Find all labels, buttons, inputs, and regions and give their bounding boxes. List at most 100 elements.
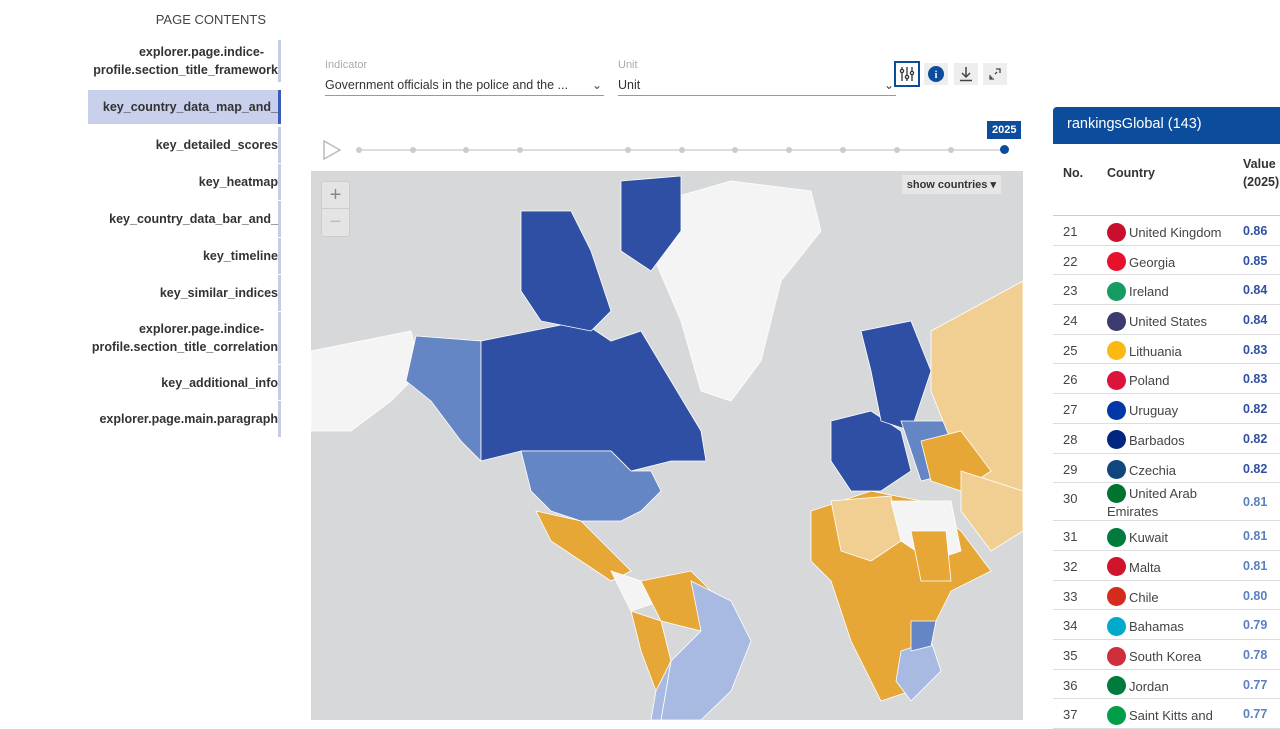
country-cell[interactable]: Jordan — [1107, 676, 1237, 696]
play-button[interactable] — [323, 139, 342, 165]
country-cell[interactable]: United Arab Emirates — [1107, 483, 1237, 521]
table-row[interactable]: 34 Bahamas 0.79 — [1053, 610, 1280, 640]
timeline-tick[interactable] — [948, 147, 954, 153]
expand-icon[interactable] — [983, 63, 1007, 85]
table-row[interactable]: 31 Kuwait 0.81 — [1053, 521, 1280, 551]
toc-item[interactable]: key_heatmap — [88, 164, 281, 200]
rank-number: 21 — [1063, 224, 1078, 239]
chevron-down-icon: ⌄ — [591, 78, 602, 92]
rank-number: 22 — [1063, 253, 1078, 269]
sliders-icon[interactable] — [894, 61, 920, 87]
country-cell[interactable]: Ireland — [1107, 281, 1237, 301]
rank-number: 30 — [1063, 491, 1078, 507]
table-row[interactable]: 26 Poland 0.83 — [1053, 364, 1280, 395]
show-countries-dropdown[interactable]: show countries ▾ — [901, 175, 1001, 194]
header-value-year: (2025) — [1243, 175, 1280, 189]
timeline-tick[interactable] — [517, 147, 523, 153]
rank-number: 29 — [1063, 461, 1078, 477]
country-cell[interactable]: Kuwait — [1107, 527, 1237, 547]
toc-item[interactable]: key_country_data_map_and_ — [88, 90, 281, 124]
country-cell[interactable]: Uruguay — [1107, 400, 1237, 420]
country-name: Uruguay — [1129, 403, 1179, 419]
country-name: United States — [1129, 314, 1208, 330]
rank-number: 24 — [1063, 313, 1078, 329]
table-row[interactable]: 23 Ireland 0.84 — [1053, 275, 1280, 306]
toc-item-label: key_similar_indices — [159, 286, 278, 300]
timeline-handle[interactable] — [1000, 145, 1009, 154]
world-map[interactable]: + − show countries ▾ — [311, 171, 1023, 720]
toc-item[interactable]: key_detailed_scores — [88, 127, 281, 163]
header-value[interactable]: Value — [1243, 157, 1276, 171]
timeline-tick[interactable] — [356, 147, 362, 153]
country-cell[interactable]: Saint Kitts and — [1107, 705, 1237, 725]
table-row[interactable]: 30 United Arab Emirates 0.81 — [1053, 483, 1280, 522]
flag-icon — [1107, 400, 1126, 420]
timeline-tick[interactable] — [410, 147, 416, 153]
country-name: Georgia — [1129, 254, 1176, 270]
timeline-tick[interactable] — [840, 147, 846, 153]
toc-item[interactable]: explorer.page.indice-profile.section_tit… — [88, 312, 281, 364]
header-country[interactable]: Country — [1107, 166, 1155, 180]
table-row[interactable]: 37 Saint Kitts and 0.77 — [1053, 699, 1280, 729]
svg-text:i: i — [935, 70, 938, 81]
table-row[interactable]: 28 Barbados 0.82 — [1053, 424, 1280, 454]
country-cell[interactable]: South Korea — [1107, 646, 1237, 666]
toc-item[interactable]: explorer.page.main.paragraph — [88, 401, 281, 437]
timeline-tick[interactable] — [732, 147, 738, 153]
header-no[interactable]: No. — [1063, 166, 1084, 180]
country-cell[interactable]: Bahamas — [1107, 616, 1237, 636]
zoom-in-button[interactable]: + — [322, 182, 349, 209]
value-cell: 0.81 — [1243, 495, 1268, 510]
country-cell[interactable]: Czechia — [1107, 460, 1237, 480]
zoom-out-button[interactable]: − — [329, 211, 342, 233]
country-name: Czechia — [1129, 462, 1176, 478]
country-cell[interactable]: Lithuania — [1107, 341, 1237, 361]
chevron-down-icon: ⌄ — [883, 78, 894, 92]
table-row[interactable]: 35 South Korea 0.78 — [1053, 640, 1280, 670]
country-cell[interactable]: Malta — [1107, 557, 1237, 577]
toc-item-label: key_country_data_map_and_ — [102, 100, 278, 114]
country-name: Lithuania — [1129, 343, 1182, 359]
toc-item-label: key_additional_info — [161, 375, 278, 390]
table-row[interactable]: 36 Jordan 0.77 — [1053, 670, 1280, 700]
table-row[interactable]: 27 Uruguay 0.82 — [1053, 394, 1280, 424]
toc-item[interactable]: key_timeline — [88, 238, 281, 274]
unit-select[interactable]: Unit ⌄ — [618, 76, 896, 96]
table-row[interactable]: 32 Malta 0.81 — [1053, 551, 1280, 581]
table-row[interactable]: 24 United States 0.84 — [1053, 305, 1280, 335]
toc-item-label: key_heatmap — [198, 175, 278, 189]
table-row[interactable]: 22 Georgia 0.85 — [1053, 246, 1280, 276]
timeline-tick[interactable] — [679, 147, 685, 153]
table-row[interactable]: 29 Czechia 0.82 — [1053, 454, 1280, 484]
value-cell: 0.83 — [1243, 372, 1268, 387]
value-cell: 0.77 — [1243, 707, 1268, 722]
indicator-select[interactable]: Government officials in the police and t… — [325, 76, 604, 96]
country-cell[interactable]: Chile — [1107, 587, 1237, 607]
toc-item[interactable]: key_additional_info — [88, 365, 281, 400]
country-cell[interactable]: United States — [1107, 311, 1237, 331]
country-cell[interactable]: United Kingdom — [1107, 222, 1237, 242]
timeline-tick[interactable] — [463, 147, 469, 153]
toc-item[interactable]: key_similar_indices — [88, 275, 281, 311]
flag-icon — [1107, 371, 1126, 390]
timeline-tick[interactable] — [625, 147, 631, 153]
toc-item-label: key_detailed_scores — [155, 138, 278, 152]
toc-item[interactable]: key_country_data_bar_and_ — [88, 201, 281, 237]
flag-icon — [1107, 587, 1126, 607]
table-row[interactable]: 33 Chile 0.80 — [1053, 581, 1280, 611]
info-icon[interactable]: i — [924, 63, 948, 85]
country-cell[interactable]: Poland — [1107, 371, 1237, 390]
flag-icon — [1107, 311, 1126, 331]
timeline-tick[interactable] — [894, 147, 900, 153]
table-row[interactable]: 25 Lithuania 0.83 — [1053, 335, 1280, 365]
toc-title: PAGE CONTENTS — [155, 12, 266, 27]
country-cell[interactable]: Georgia — [1107, 252, 1237, 272]
download-icon[interactable] — [954, 63, 978, 85]
toc-item[interactable]: explorer.page.indice-profile.section_tit… — [88, 40, 281, 82]
value-cell: 0.84 — [1243, 313, 1268, 328]
table-row[interactable]: 21 United Kingdom 0.86 — [1053, 216, 1280, 246]
rankings-title: rankingsGlobal (143) — [1053, 107, 1280, 144]
timeline-tick[interactable] — [786, 147, 792, 153]
country-name: Chile — [1129, 589, 1159, 605]
country-cell[interactable]: Barbados — [1107, 430, 1237, 450]
